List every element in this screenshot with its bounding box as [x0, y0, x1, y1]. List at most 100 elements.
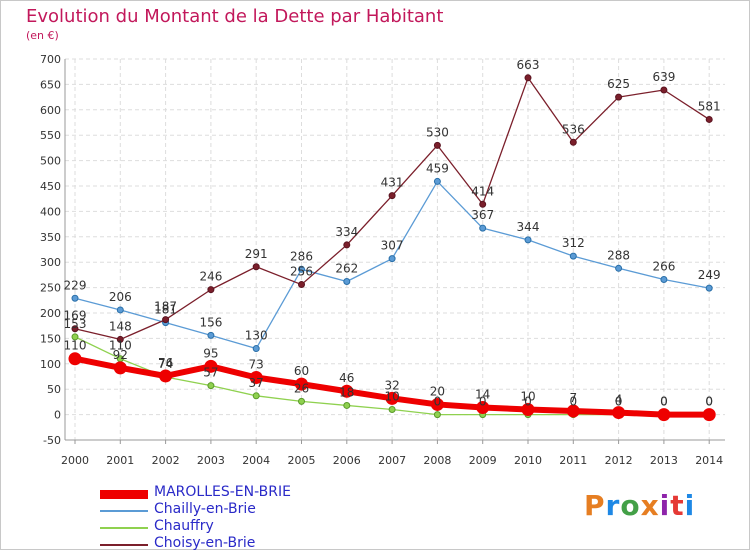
y-tick-label: 150	[40, 332, 61, 345]
data-label-chauffry: 57	[203, 366, 218, 380]
data-point-chailly	[298, 265, 305, 273]
data-label-choisy: 663	[517, 58, 540, 72]
series-choisy	[71, 74, 713, 343]
x-tick-label: 2001	[106, 454, 134, 467]
data-label-choisy: 246	[199, 270, 222, 284]
data-label-chauffry: 10	[384, 390, 399, 404]
data-point-chauffry	[388, 406, 396, 414]
data-point-marolles	[612, 406, 626, 420]
data-point-marolles	[204, 359, 218, 373]
data-label-chauffry: 153	[64, 317, 87, 331]
data-label-marolles: 73	[249, 358, 264, 372]
legend-label: Choisy-en-Brie	[154, 535, 256, 550]
y-tick-label: 200	[40, 307, 61, 320]
y-tick-label: 100	[40, 358, 61, 371]
data-label-choisy: 536	[562, 122, 585, 136]
legend-swatch	[100, 527, 148, 529]
data-point-choisy	[615, 93, 623, 101]
data-point-marolles	[295, 377, 308, 391]
data-point-chailly	[524, 236, 532, 244]
x-tick-label: 2014	[695, 454, 723, 467]
data-point-choisy	[524, 74, 532, 82]
data-label-choisy: 581	[698, 99, 721, 113]
data-label-marolles: 32	[384, 378, 399, 392]
data-point-chailly	[71, 294, 79, 302]
x-tick-label: 2002	[152, 454, 180, 467]
data-label-choisy: 414	[471, 184, 494, 198]
x-tick-label: 2006	[333, 454, 361, 467]
data-label-choisy: 431	[381, 176, 404, 190]
x-tick-label: 2007	[378, 454, 406, 467]
y-tick-label: 250	[40, 282, 61, 295]
data-point-chauffry	[433, 411, 441, 419]
y-tick-label: 500	[40, 155, 61, 168]
logo-letter: x	[640, 489, 660, 522]
data-label-chailly: 288	[607, 248, 630, 262]
data-point-choisy	[71, 325, 79, 333]
data-point-marolles	[476, 400, 490, 414]
data-point-marolles	[159, 369, 173, 383]
data-point-marolles	[113, 361, 127, 375]
data-point-marolles	[702, 408, 716, 422]
x-tick-label: 2011	[559, 454, 587, 467]
data-point-chailly	[252, 345, 260, 353]
data-label-choisy: 256	[290, 265, 313, 279]
y-tick-label: 0	[54, 409, 61, 422]
x-tick-label: 2004	[242, 454, 270, 467]
data-label-chauffry: 0	[660, 395, 668, 409]
x-tick-labels: 2000 2001 2002 2003 2004 2005 2006 2007 2008 2009…	[61, 454, 723, 467]
data-point-choisy	[433, 141, 441, 149]
data-label-chailly: 367	[471, 208, 494, 222]
y-tick-label: 300	[40, 256, 61, 269]
data-label-choisy: 639	[652, 70, 675, 84]
data-point-chailly	[479, 224, 487, 232]
data-point-chailly	[705, 284, 713, 292]
data-label-chailly: 459	[426, 161, 449, 175]
legend-label: Chauffry	[154, 518, 214, 534]
data-point-marolles	[68, 352, 82, 366]
logo-letter: o	[620, 489, 641, 522]
data-labels-chailly: 229 206 181 156 130 286 262 307 459 367 344 312 288 2…	[64, 161, 721, 342]
legend-swatch	[100, 489, 148, 499]
y-tick-label: 400	[40, 205, 61, 218]
data-point-chailly	[343, 278, 351, 286]
legend-label: MAROLLES-EN-BRIE	[154, 484, 291, 500]
data-label-chauffry: 37	[249, 376, 264, 390]
data-point-marolles	[566, 404, 580, 418]
data-point-chailly	[207, 331, 215, 339]
legend-swatch	[100, 544, 148, 546]
data-point-chailly	[388, 255, 396, 263]
data-label-chauffry: 0	[479, 395, 487, 409]
data-point-choisy	[479, 200, 487, 208]
data-label-chailly: 307	[381, 239, 404, 253]
data-label-chauffry: 26	[294, 381, 309, 395]
data-point-choisy	[343, 241, 351, 249]
logo-letter: i	[659, 489, 671, 522]
data-label-marolles: 0	[705, 395, 713, 409]
data-point-marolles	[385, 391, 399, 405]
data-label-marolles: 4	[615, 393, 623, 407]
data-point-choisy	[116, 335, 124, 343]
data-point-marolles	[249, 371, 263, 385]
data-point-choisy	[705, 115, 713, 123]
data-label-chauffry: 110	[109, 339, 132, 353]
data-label-choisy: 291	[245, 247, 268, 261]
data-label-chauffry: 0	[705, 395, 713, 409]
data-label-marolles: 46	[339, 371, 354, 385]
y-tick-label: 550	[40, 129, 61, 142]
data-point-marolles	[430, 397, 444, 411]
y-tick-label: 50	[47, 383, 61, 396]
chart-title: Evolution du Montant de la Dette par Hab…	[26, 6, 444, 27]
data-point-chauffry	[298, 397, 305, 405]
x-tick-label: 2000	[61, 454, 89, 467]
legend-swatch	[100, 510, 148, 512]
x-tick-label: 2012	[605, 454, 633, 467]
data-label-chauffry: 0	[615, 395, 623, 409]
logo-letter: r	[605, 489, 621, 522]
data-label-chauffry: 0	[434, 395, 442, 409]
series-marolles	[68, 352, 716, 422]
